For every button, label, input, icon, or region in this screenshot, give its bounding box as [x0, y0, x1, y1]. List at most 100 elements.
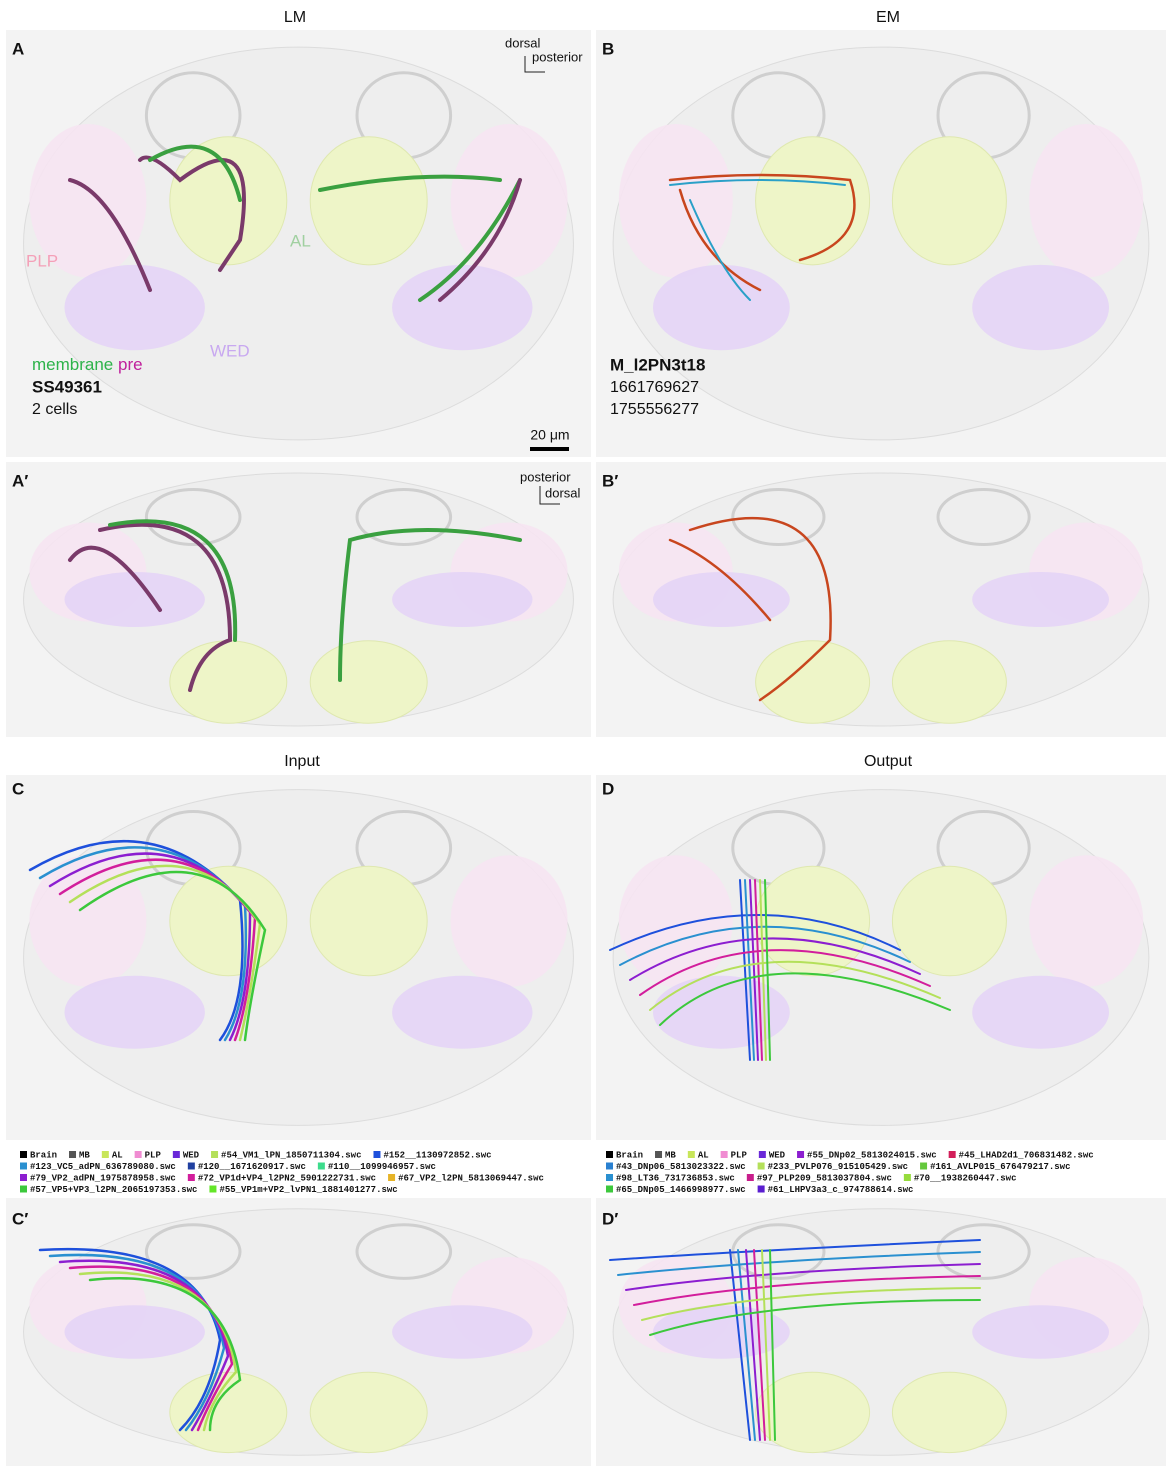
legend-label: #233_PVLP076_915105429.swc — [768, 1162, 908, 1172]
region-wed — [65, 976, 205, 1049]
legend-label: #72_VP1d+VP4_l2PN2_5901222731.swc — [198, 1173, 376, 1183]
region-al — [756, 137, 870, 265]
region-wed — [392, 572, 532, 627]
body-id: 1661769627 — [610, 379, 699, 396]
panel-label: D′ — [602, 1209, 618, 1228]
legend-label: #43_DNp06_5813023322.swc — [616, 1162, 746, 1172]
legend-label: PLP — [145, 1150, 162, 1160]
legend-label: #110__1099946957.swc — [328, 1162, 436, 1172]
legend-label: #57_VP5+VP3_l2PN_2065197353.swc — [30, 1185, 197, 1195]
legend-swatch — [920, 1163, 927, 1170]
legend-swatch — [388, 1174, 395, 1181]
legend-swatch — [721, 1151, 728, 1158]
body-id: 1755556277 — [610, 401, 699, 418]
legend-label: #161_AVLP015_676479217.swc — [930, 1162, 1070, 1172]
panel-label: B′ — [602, 471, 618, 490]
region-al — [310, 137, 427, 265]
legend-swatch — [606, 1163, 613, 1170]
legend-label: PLP — [731, 1150, 748, 1160]
legend-label: MB — [79, 1150, 90, 1160]
axis-label: dorsal — [545, 485, 581, 500]
legend-label: AL — [698, 1150, 709, 1160]
region-al — [170, 1372, 287, 1452]
region-wed — [392, 1305, 532, 1359]
legend-label: AL — [112, 1150, 123, 1160]
legend-label: #70__1938260447.swc — [914, 1173, 1017, 1183]
cell-type: M_l2PN3t18 — [610, 355, 705, 374]
region-wed — [972, 1305, 1109, 1359]
figure: LM EM A dorsal posterior PLP AL WED memb… — [0, 0, 1171, 1469]
legend-swatch — [188, 1163, 195, 1170]
legend-swatch — [102, 1151, 109, 1158]
legend-swatch — [211, 1151, 218, 1158]
axis-label: dorsal — [505, 35, 541, 50]
section-title: Input — [284, 753, 320, 770]
panel-label: C′ — [12, 1209, 28, 1228]
region-al — [756, 641, 870, 724]
legend-swatch — [318, 1163, 325, 1170]
legend-label: #98_LT36_731736853.swc — [616, 1173, 735, 1183]
legend-swatch — [758, 1186, 765, 1193]
legend-swatch — [606, 1151, 613, 1158]
legend-swatch — [20, 1186, 27, 1193]
legend-label: Brain — [30, 1150, 57, 1160]
stain-pre: pre — [118, 355, 143, 374]
region-plp — [1029, 124, 1143, 278]
legend-swatch — [188, 1174, 195, 1181]
legend-label: #79_VP2_adPN_1975878958.swc — [30, 1173, 176, 1183]
legend-label: #55_DNp02_5813024015.swc — [807, 1150, 937, 1160]
region-al — [892, 1372, 1006, 1452]
column-title: LM — [284, 9, 306, 26]
legend-swatch — [20, 1174, 27, 1181]
legend-swatch — [20, 1151, 27, 1158]
legend-label: WED — [183, 1150, 200, 1160]
region-label: WED — [210, 341, 250, 360]
region-wed — [972, 976, 1109, 1049]
legend-swatch — [688, 1151, 695, 1158]
legend-label: #54_VM1_lPN_1850711304.swc — [221, 1150, 361, 1160]
legend-label: #152__1130972852.swc — [383, 1150, 491, 1160]
region-al — [892, 641, 1006, 724]
panel-label: C — [12, 779, 24, 798]
legend-swatch — [606, 1186, 613, 1193]
region-al — [310, 1372, 427, 1452]
panel-label: A′ — [12, 471, 28, 490]
region-al — [170, 866, 287, 976]
column-title: EM — [876, 9, 900, 26]
legend-label: #55_VP1m+VP2_lvPN1_1881401277.swc — [219, 1185, 397, 1195]
panels — [6, 30, 1166, 1466]
region-plp — [619, 855, 733, 986]
region-al — [170, 137, 287, 265]
cell-count: 2 cells — [32, 401, 77, 418]
region-label: PLP — [26, 251, 58, 270]
legend-swatch — [949, 1151, 956, 1158]
legend-swatch — [69, 1151, 76, 1158]
legend-swatch — [758, 1163, 765, 1170]
panel-label: D — [602, 779, 614, 798]
legend-label: #97_PLP209_5813037804.swc — [757, 1173, 892, 1183]
scale-bar-label: 20 μm — [530, 427, 569, 443]
legend-swatch — [606, 1174, 613, 1181]
legend-swatch — [373, 1151, 380, 1158]
region-label: AL — [290, 231, 311, 250]
region-wed — [65, 572, 205, 627]
stain-membrane: membrane — [32, 355, 113, 374]
section-title: Output — [864, 753, 913, 770]
legend-swatch — [747, 1174, 754, 1181]
region-wed — [972, 265, 1109, 350]
legend-label: #67_VP2_l2PN_5813069447.swc — [398, 1173, 544, 1183]
region-wed — [392, 976, 532, 1049]
legend-label: WED — [769, 1150, 786, 1160]
region-plp — [451, 855, 568, 986]
legend-swatch — [655, 1151, 662, 1158]
legend-swatch — [135, 1151, 142, 1158]
legend-swatch — [759, 1151, 766, 1158]
legend-label: #45_LHAD2d1_706831482.swc — [959, 1150, 1094, 1160]
region-wed — [653, 265, 790, 350]
legend-swatch — [797, 1151, 804, 1158]
legend-label: MB — [665, 1150, 676, 1160]
region-wed — [972, 572, 1109, 627]
region-wed — [65, 265, 205, 350]
region-al — [892, 137, 1006, 265]
region-plp — [1029, 855, 1143, 986]
